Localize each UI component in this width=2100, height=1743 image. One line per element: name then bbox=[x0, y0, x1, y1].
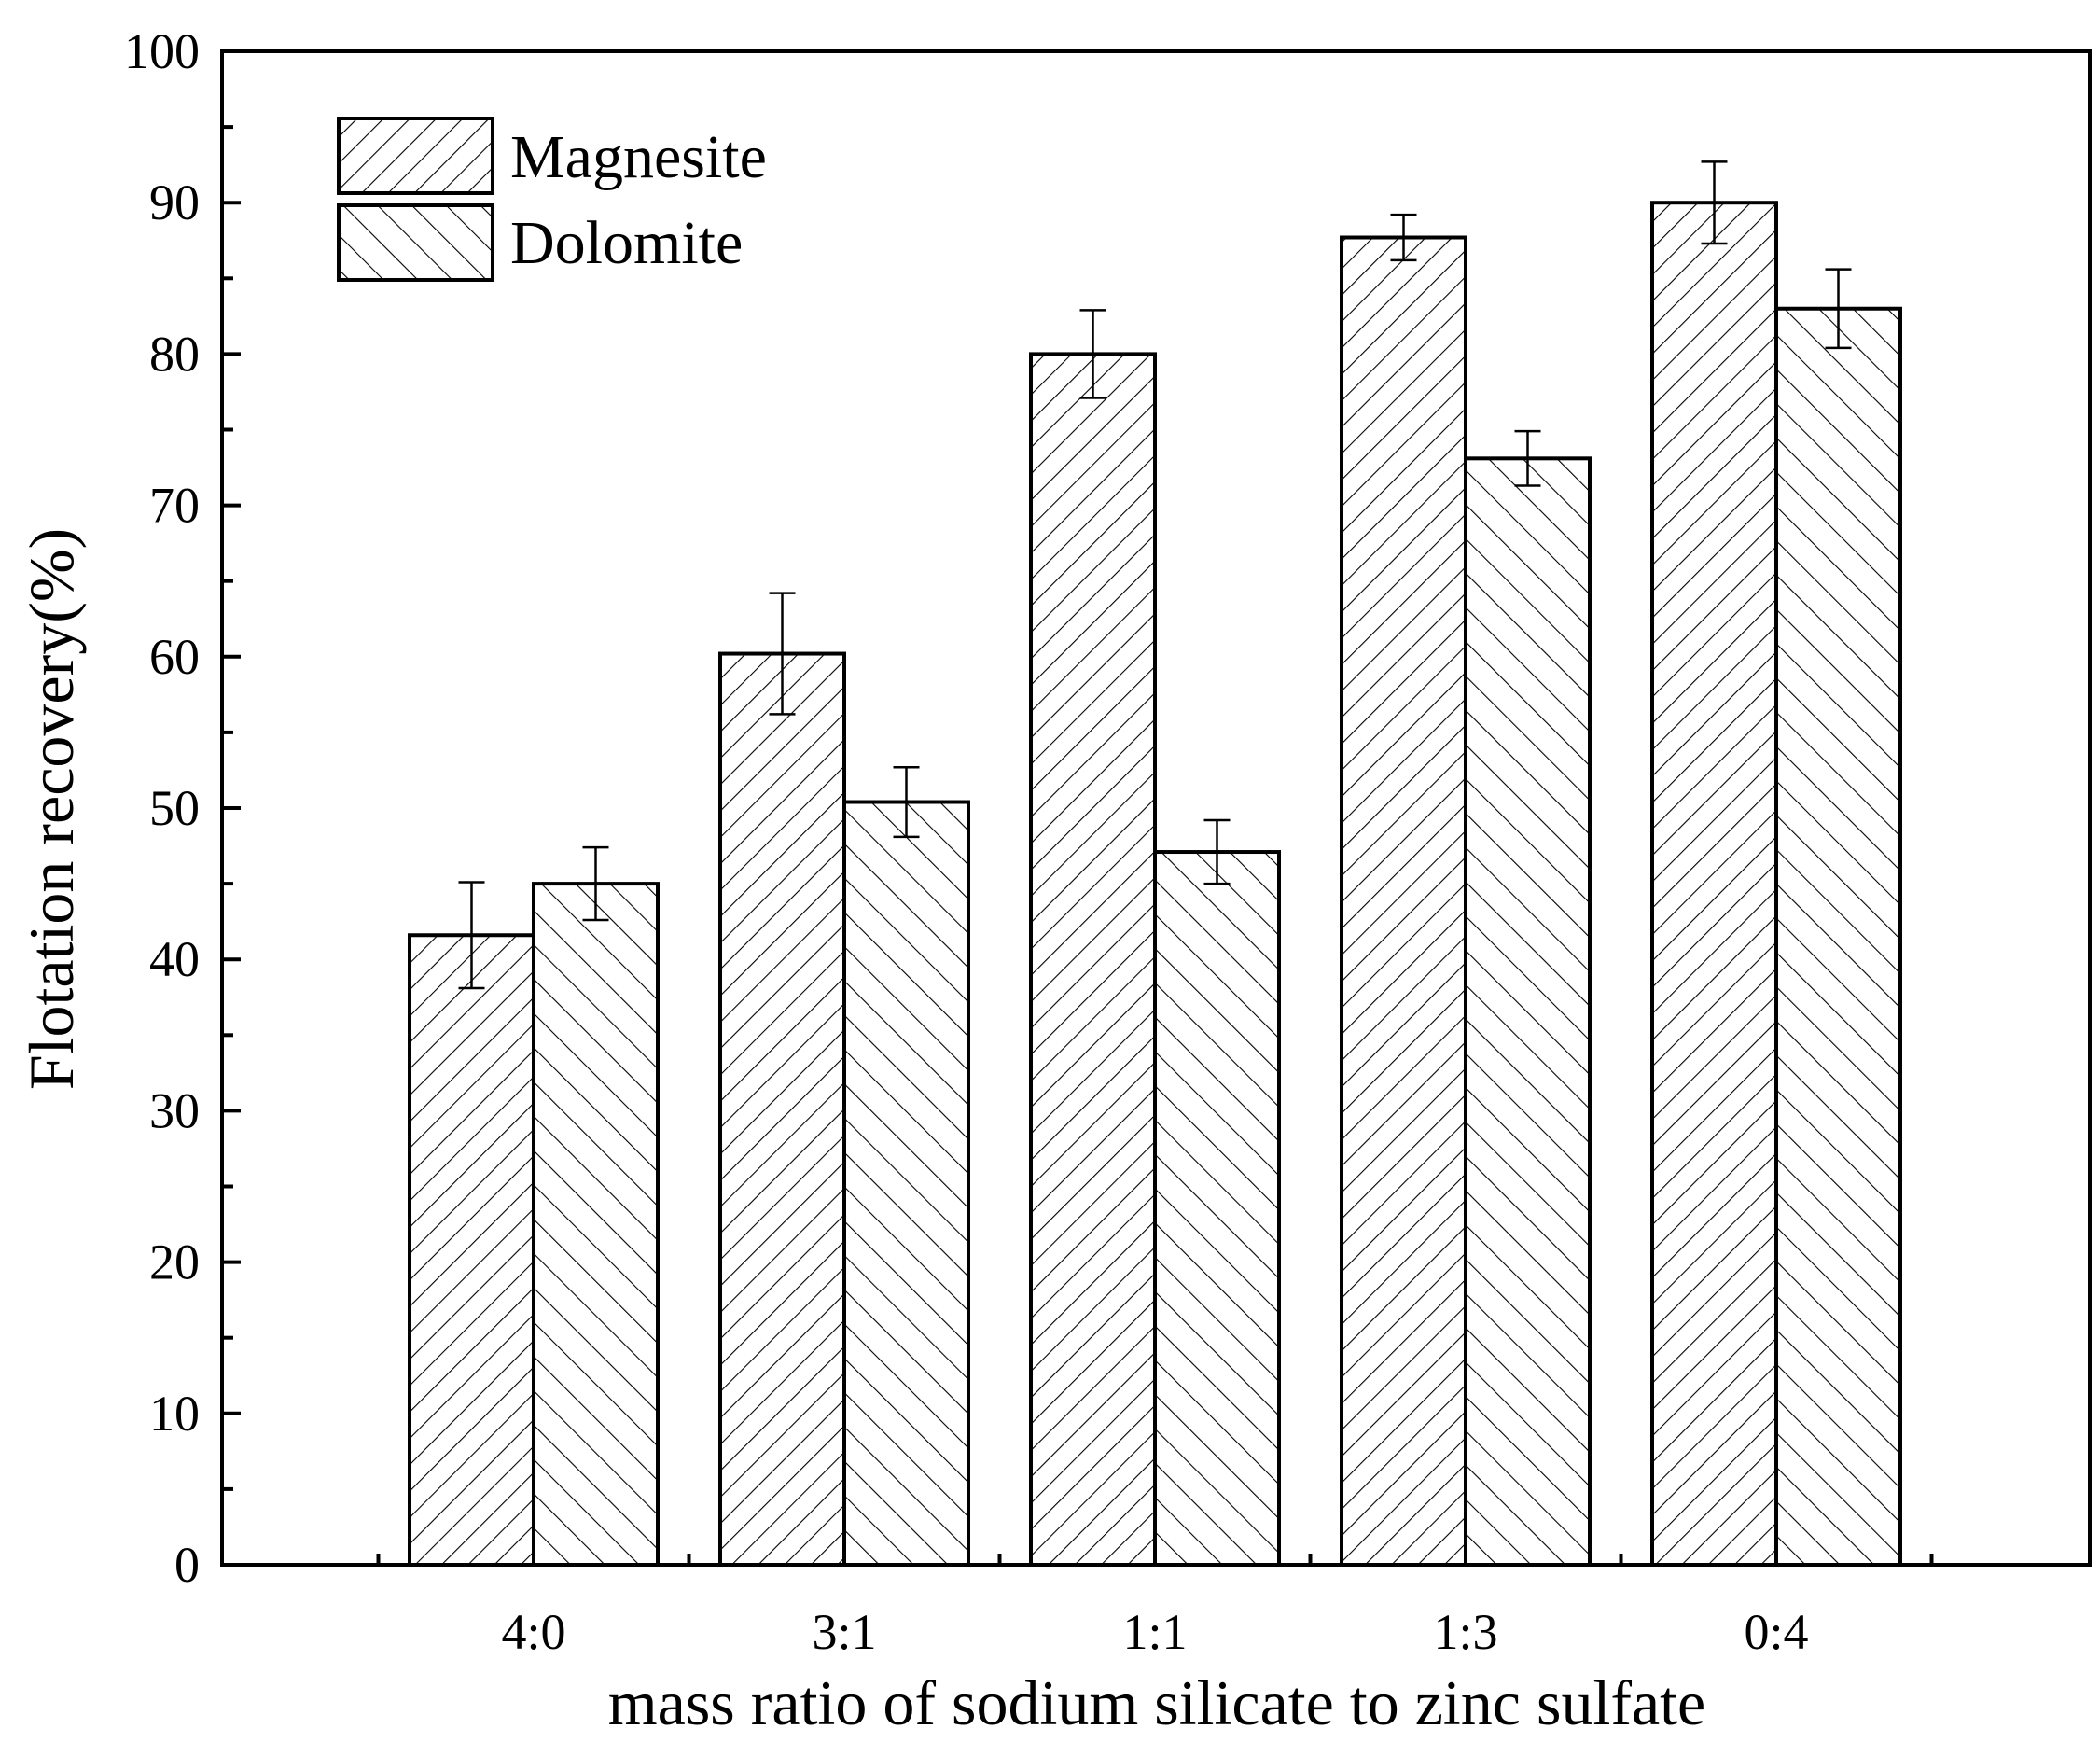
x-tick-label: 1:1 bbox=[1122, 1604, 1187, 1660]
x-tick-label: 4:0 bbox=[501, 1604, 565, 1660]
x-axis-title: mass ratio of sodium silicate to zinc su… bbox=[608, 1667, 1706, 1738]
bar-magnesite bbox=[1340, 235, 1467, 1568]
axes-layer: 0 10 20 30 40 50 60 70 80 90 100 4:0 3:1 1:1 1:3 0:4 bbox=[124, 23, 2092, 1660]
bar-magnesite bbox=[1029, 352, 1157, 1567]
x-tick-label: 3:1 bbox=[812, 1604, 876, 1660]
bar-magnesite bbox=[1650, 201, 1778, 1568]
y-tick-label: 100 bbox=[124, 23, 200, 79]
bar-dolomite bbox=[532, 882, 660, 1567]
y-tick-label: 0 bbox=[174, 1537, 200, 1593]
bar-dolomite bbox=[1774, 306, 1902, 1567]
y-tick-label: 60 bbox=[149, 629, 200, 685]
y-tick-label: 10 bbox=[149, 1386, 200, 1442]
legend-swatch-magnesite bbox=[337, 117, 494, 195]
bar-dolomite bbox=[1153, 850, 1281, 1567]
x-tick-label: 0:4 bbox=[1744, 1604, 1808, 1660]
bar-magnesite bbox=[408, 933, 535, 1567]
bar-dolomite bbox=[1464, 456, 1592, 1567]
y-tick-label: 50 bbox=[149, 780, 200, 836]
legend: Magnesite Dolomite bbox=[337, 117, 767, 282]
bars-layer bbox=[408, 201, 1902, 1568]
y-tick-label: 80 bbox=[149, 326, 200, 382]
legend-label-magnesite: Magnesite bbox=[510, 123, 767, 191]
y-tick-label: 70 bbox=[149, 478, 200, 534]
x-tick-label: 1:3 bbox=[1433, 1604, 1497, 1660]
bar-dolomite bbox=[842, 800, 970, 1567]
y-tick-label: 90 bbox=[149, 174, 200, 230]
y-tick-label: 40 bbox=[149, 931, 200, 987]
bar-magnesite bbox=[718, 651, 846, 1567]
legend-swatch-dolomite bbox=[337, 203, 494, 282]
y-tick-label: 30 bbox=[149, 1082, 200, 1138]
error-bars-layer bbox=[458, 160, 1852, 990]
y-axis-title: Flotation recovery(%) bbox=[16, 528, 87, 1090]
y-tick-label: 20 bbox=[149, 1234, 200, 1290]
legend-label-dolomite: Dolomite bbox=[510, 209, 743, 277]
